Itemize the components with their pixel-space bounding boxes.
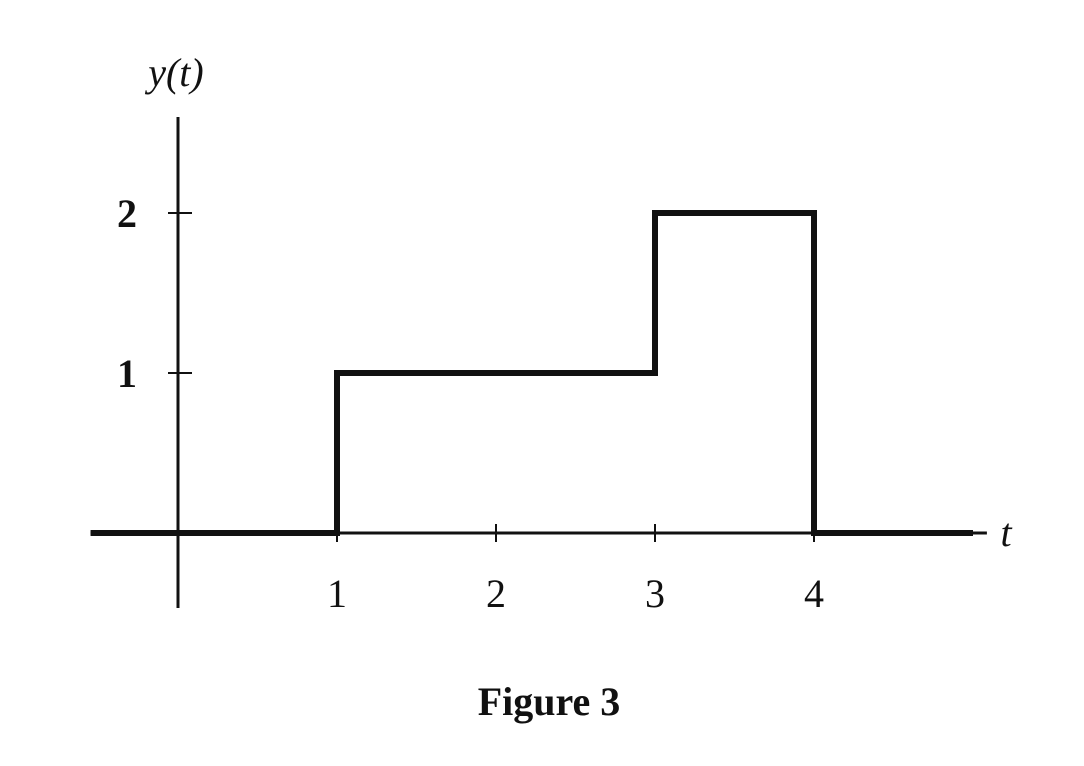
x-axis-label: t bbox=[1000, 510, 1012, 555]
y-axis-label: y(t) bbox=[144, 50, 204, 95]
x-tick-label: 3 bbox=[645, 571, 665, 616]
y-tick-label: 2 bbox=[117, 191, 137, 236]
figure-caption: Figure 3 bbox=[478, 679, 621, 724]
x-tick-label: 1 bbox=[327, 571, 347, 616]
series-line bbox=[90, 210, 973, 536]
y-ticks-group: 12 bbox=[117, 191, 192, 396]
x-ticks-group: 1 2 3 4 bbox=[327, 524, 824, 616]
series-layer bbox=[90, 210, 973, 536]
x-tick-label: 2 bbox=[486, 571, 506, 616]
y-tick-label: 1 bbox=[117, 351, 137, 396]
x-tick-label: 4 bbox=[804, 571, 824, 616]
